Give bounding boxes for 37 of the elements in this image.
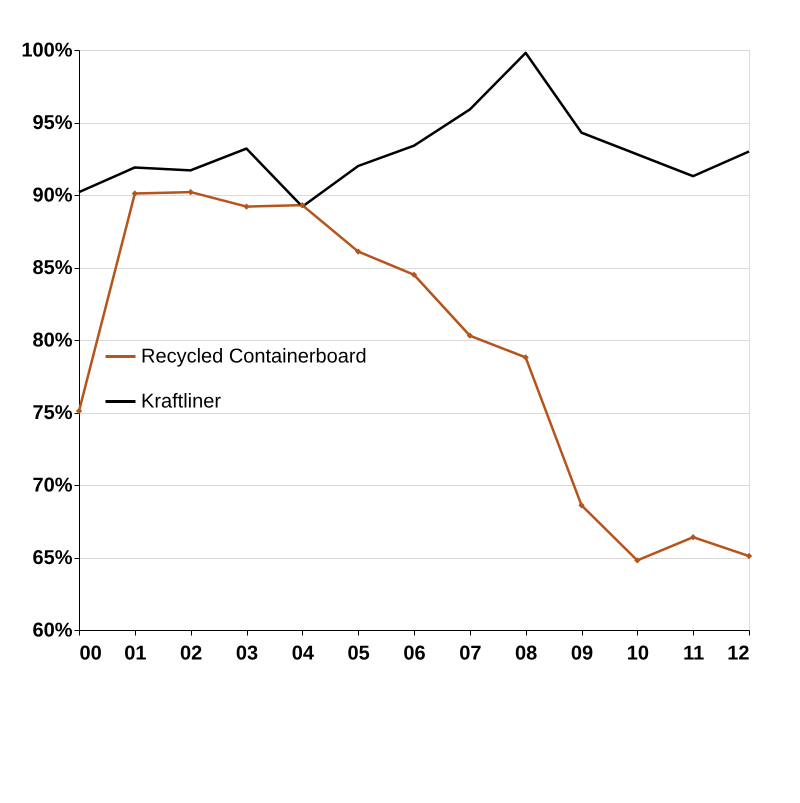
point — [188, 188, 194, 196]
y-tick-label: 80% — [32, 330, 73, 352]
x-tick-label: 02 — [180, 642, 202, 664]
legend-label: Recycled Containerboard — [141, 346, 367, 368]
x-tick-label: 11 — [683, 642, 704, 664]
point — [578, 502, 585, 508]
y-tick-label: 70% — [32, 474, 73, 496]
y-tick-label: 100% — [21, 40, 73, 62]
x-tick-label: 06 — [403, 642, 426, 664]
point — [132, 190, 138, 197]
point — [299, 202, 306, 208]
point — [690, 534, 696, 540]
point — [410, 272, 418, 278]
y-tick-label: 75% — [32, 402, 73, 424]
point — [466, 332, 473, 339]
x-tick-label: 07 — [459, 642, 482, 664]
point — [243, 203, 250, 210]
x-tick-label: 04 — [292, 642, 315, 664]
legend-label: Kraftliner — [141, 390, 222, 412]
x-tick-label: 01 — [124, 642, 146, 664]
x-tick-label: 08 — [515, 642, 538, 664]
x-tick-label: 09 — [570, 642, 594, 664]
point — [634, 557, 640, 564]
y-tick-label: 60% — [32, 620, 73, 642]
x-tick-label: 03 — [236, 642, 258, 664]
y-tick-label: 65% — [32, 547, 73, 569]
x-tick-label: 10 — [626, 642, 649, 664]
point — [355, 248, 362, 255]
x-tick-label: 05 — [348, 642, 370, 664]
y-tick-label: 95% — [32, 112, 73, 134]
point — [522, 354, 529, 361]
point — [76, 408, 82, 414]
x-tick-label: 12 — [727, 642, 750, 664]
y-tick-label: 90% — [32, 184, 73, 206]
y-tick-label: 85% — [32, 257, 73, 279]
x-tick-label: 00 — [80, 642, 102, 664]
point — [746, 552, 752, 560]
